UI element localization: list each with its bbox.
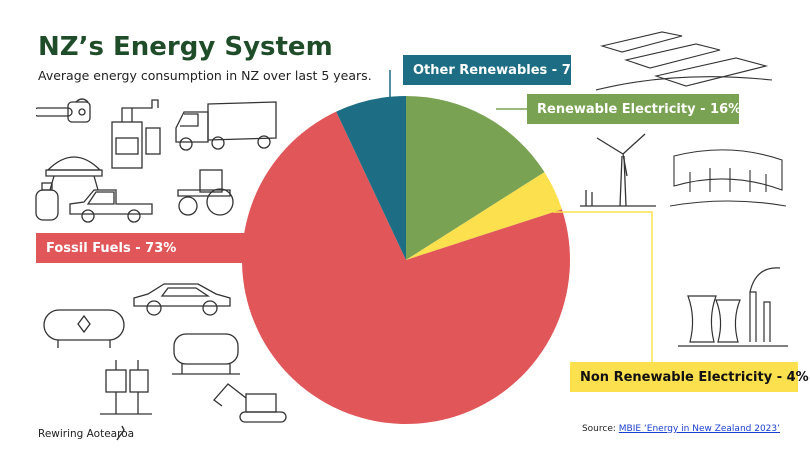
nz-map-icon xyxy=(116,425,125,441)
source-link[interactable]: MBIE ‘Energy in New Zealand 2023’ xyxy=(618,424,780,434)
pie-slice-renewable-electricity xyxy=(406,95,545,260)
page-title: NZ’s Energy System xyxy=(38,32,333,62)
pie-slice-other-renewables xyxy=(336,96,406,260)
source-prefix: Source: xyxy=(581,424,616,434)
label-non-renewable-electricity: Non Renewable Electricity - 4% xyxy=(570,362,809,392)
leader-non-renewable-electricity xyxy=(553,211,653,362)
power-plant-icon xyxy=(678,267,788,347)
tractor-icon xyxy=(177,169,234,216)
chainsaw-icon xyxy=(36,98,91,123)
label-fossil-fuels: Fossil Fuels - 73% xyxy=(36,233,248,263)
gas-bottle-icon xyxy=(35,182,59,221)
page-subtitle: Average energy consumption in NZ over la… xyxy=(38,68,372,83)
gas-tank-icon xyxy=(43,309,125,348)
solar-farm-icon xyxy=(596,31,772,91)
pie-slice-non-renewable-electricity xyxy=(406,172,562,260)
pie-slice-fossil-fuels xyxy=(241,111,570,425)
source-note: Source: MBIE ‘Energy in New Zealand 2023… xyxy=(582,424,780,434)
label-other-renewables: Other Renewables - 7% xyxy=(403,55,584,85)
ute-icon xyxy=(69,189,153,223)
wind-turbine-icon xyxy=(580,133,656,207)
brand-name: Rewiring Aotearoa xyxy=(38,428,135,440)
label-renewable-electricity: Renewable Electricity - 16% xyxy=(527,94,741,124)
car-icon xyxy=(133,283,231,316)
dam-icon xyxy=(670,149,786,207)
oil-tank-icon xyxy=(172,333,240,375)
excavator-icon xyxy=(213,383,287,423)
gas-meter-icon xyxy=(100,360,152,415)
truck-icon xyxy=(175,101,277,151)
furnace-icon xyxy=(111,99,161,169)
